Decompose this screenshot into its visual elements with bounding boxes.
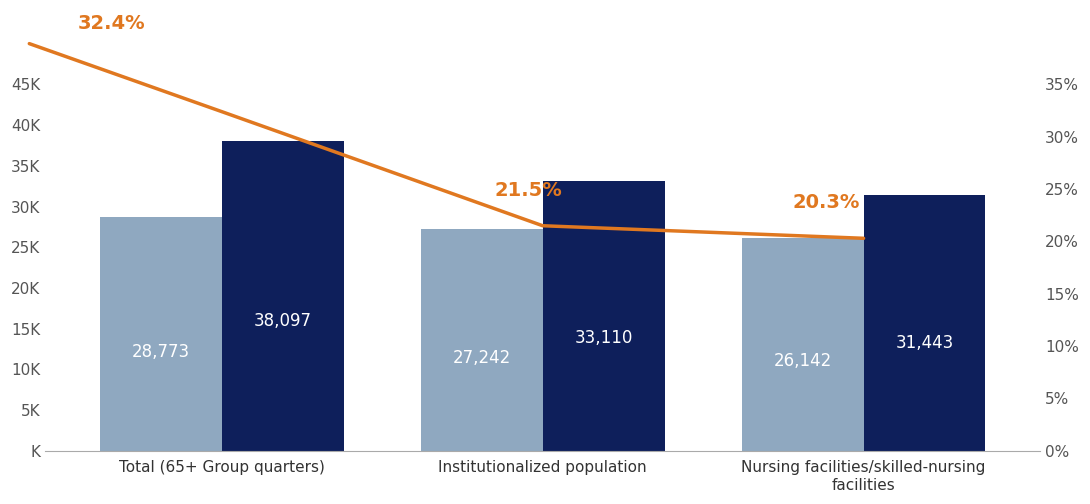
Text: 26,142: 26,142 — [774, 352, 832, 370]
Text: 31,443: 31,443 — [895, 334, 954, 352]
Bar — [421, 229, 543, 451]
Text: 33,110: 33,110 — [574, 329, 633, 347]
Bar — [741, 238, 863, 451]
Text: 38,097: 38,097 — [254, 311, 312, 330]
Bar — [100, 217, 222, 451]
Text: 28,773: 28,773 — [132, 343, 190, 361]
Text: 20.3%: 20.3% — [792, 193, 860, 212]
Bar — [863, 195, 985, 451]
Text: 21.5%: 21.5% — [495, 180, 562, 200]
Bar — [222, 141, 343, 451]
Text: 32.4%: 32.4% — [77, 14, 145, 33]
Text: 27,242: 27,242 — [452, 349, 511, 366]
Bar — [543, 181, 665, 451]
